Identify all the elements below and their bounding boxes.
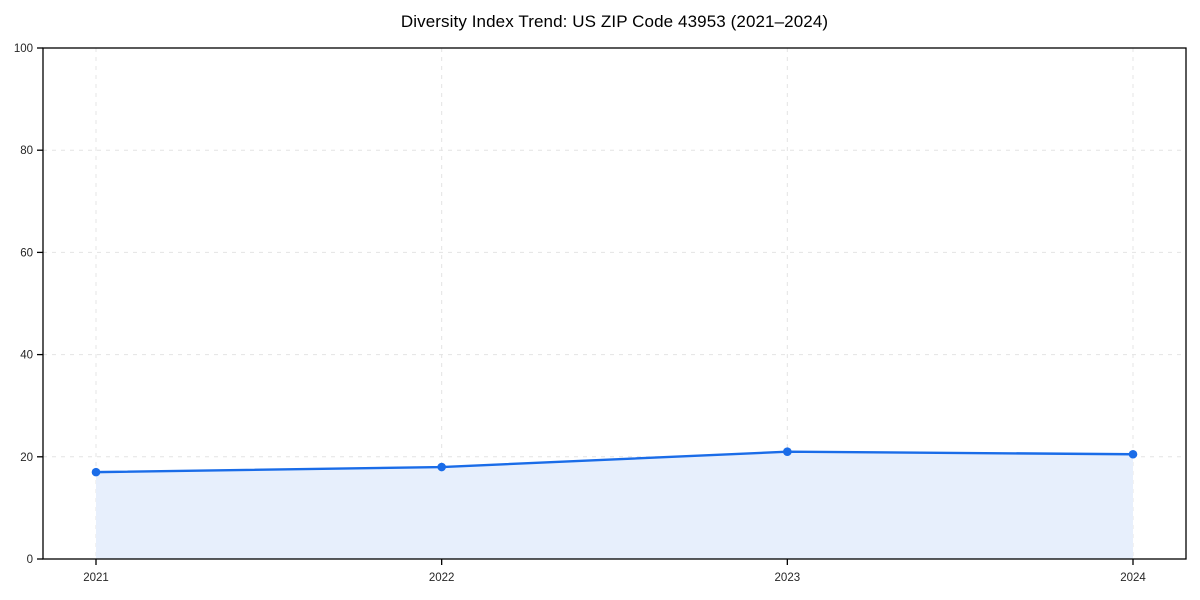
y-tick-label: 0 — [27, 554, 33, 566]
y-tick-label: 40 — [20, 350, 33, 362]
y-tick-label: 20 — [20, 452, 33, 464]
y-tick-label: 100 — [14, 43, 33, 55]
area-fill — [96, 451, 1133, 559]
x-tick-label: 2022 — [429, 572, 455, 584]
data-point-2023 — [783, 447, 792, 456]
trend-line — [94, 450, 1135, 474]
x-tick-label: 2023 — [775, 572, 801, 584]
plot-border — [42, 47, 1187, 560]
data-point-2022 — [437, 462, 446, 472]
x-tick-label: 2021 — [83, 572, 109, 584]
chart-title: Diversity Index Trend: US ZIP Code 43953… — [400, 12, 829, 31]
y-tick-label: 60 — [20, 247, 33, 259]
y-tick-label: 80 — [20, 145, 33, 157]
x-tick-label: 2024 — [1120, 572, 1146, 584]
data-point-2024 — [1128, 449, 1138, 459]
data-point-2021 — [91, 467, 101, 477]
